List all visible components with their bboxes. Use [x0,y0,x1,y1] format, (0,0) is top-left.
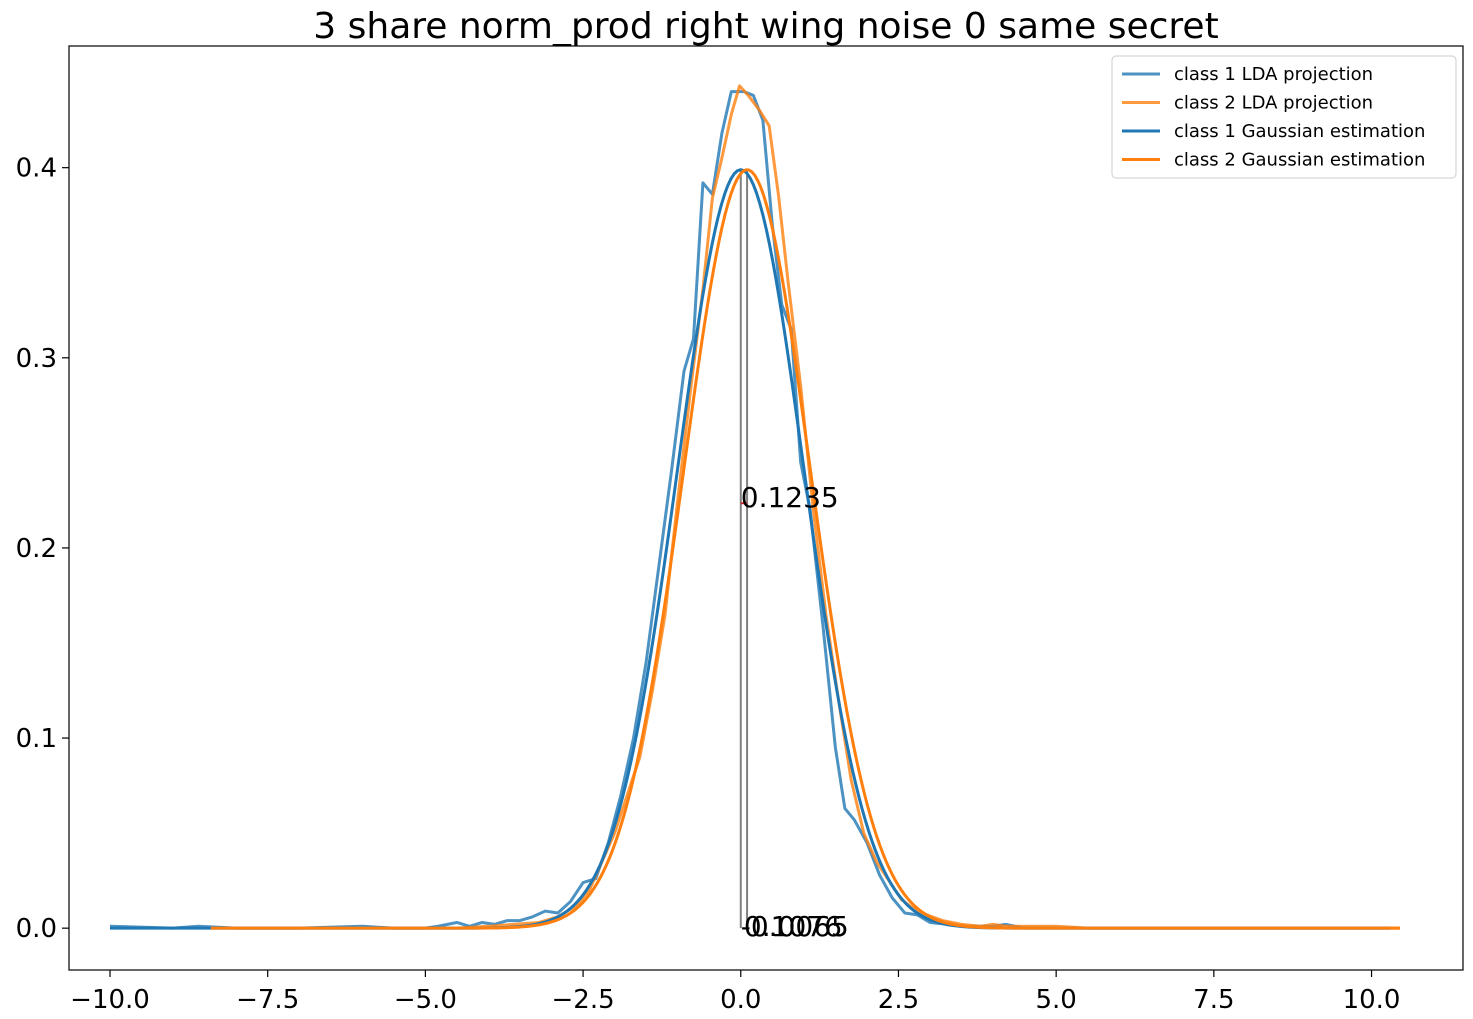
x-tick-label: 7.5 [1193,985,1234,1015]
annotation-label-2: 0.1076 [744,910,842,943]
x-tick-label: −7.5 [236,985,299,1015]
axes: −10.0 −7.5 −5.0 −2.5 0.0 2.5 5.0 7.5 10.00.00.10… [16,154,1401,1015]
y-tick-label: 0.1 [16,724,57,754]
legend: class 1 LDA projection class 2 LDA projec… [1111,55,1457,179]
x-tick-label: 10.0 [1343,985,1401,1015]
x-tick-label: −2.5 [552,985,615,1015]
x-tick-label: 5.0 [1035,985,1076,1015]
annotation-label-1: 0.1235 [741,481,839,514]
x-tick-label: 2.5 [878,985,919,1015]
legend-label-4: class 2 Gaussian estimation [1174,150,1425,171]
legend-box [1111,55,1457,179]
annotation-label-3: -0.0065 [741,910,849,943]
y-tick-label: 0.2 [16,534,57,564]
x-tick-label: 0.0 [720,985,761,1015]
legend-label-3: class 1 Gaussian estimation [1174,121,1425,142]
axes-frame [68,45,1464,971]
legend-label-1: class 1 LDA projection [1174,64,1373,85]
y-tick-label: 0.0 [16,914,57,944]
plot-area [109,84,1400,930]
chart-title: 3 share norm_prod right wing noise 0 sam… [313,6,1218,47]
series-line-4 [210,168,1400,930]
y-tick-label: 0.4 [16,154,57,184]
annotations: 0.1235 0.1076-0.0065 [741,481,849,943]
legend-label-2: class 2 LDA projection [1174,93,1373,114]
x-tick-label: −10.0 [70,985,150,1015]
y-tick-label: 0.3 [16,344,57,374]
x-tick-label: −5.0 [394,985,457,1015]
